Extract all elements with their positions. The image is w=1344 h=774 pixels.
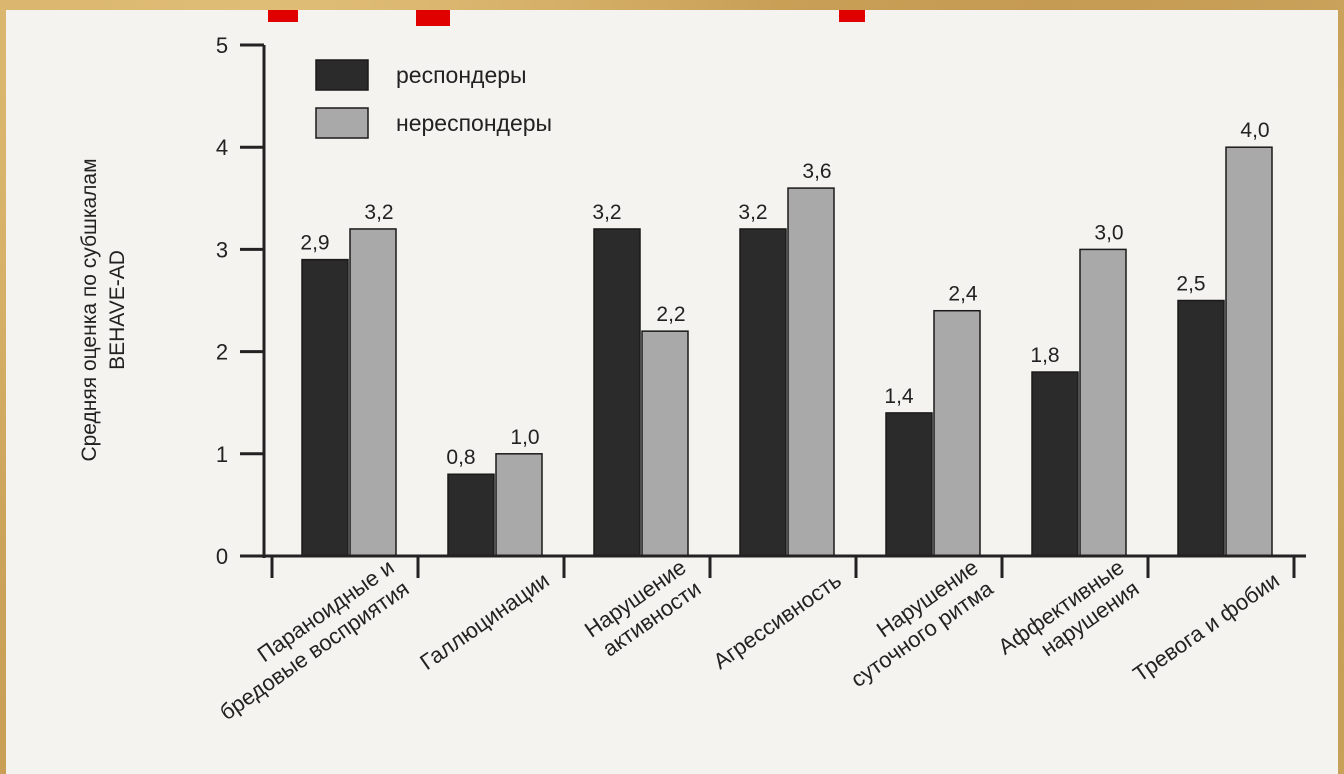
data-label: 0,8	[446, 446, 475, 469]
data-label: 3,6	[802, 160, 831, 183]
bar-nonresponders-1	[495, 453, 543, 557]
category-label: Аффективныенарушения	[993, 554, 1143, 680]
category-label-line: Агрессивность	[708, 567, 845, 674]
bar-responders-1	[447, 473, 495, 557]
bar-nonresponders-2	[641, 330, 689, 557]
bars-layer	[301, 146, 1273, 557]
data-label: 4,0	[1240, 119, 1269, 142]
bar-responders-5	[1031, 371, 1079, 557]
red-header-fragment	[839, 10, 865, 22]
data-label: 3,2	[364, 201, 393, 224]
data-label: 2,2	[656, 303, 685, 326]
bar-nonresponders-4	[933, 309, 981, 557]
y-tick-label: 4	[216, 135, 228, 160]
category-label: Тревога и фобии	[1128, 567, 1283, 686]
bar-responders-0	[301, 258, 349, 557]
data-label: 3,0	[1094, 221, 1123, 244]
data-label: 1,0	[510, 426, 539, 449]
data-label: 3,2	[738, 201, 767, 224]
category-label-line: Тревога и фобии	[1128, 567, 1283, 686]
bar-responders-6	[1177, 299, 1225, 557]
y-axis-title-line: BEHAVE-AD	[106, 250, 129, 370]
red-header-fragment	[416, 10, 450, 26]
bar-responders-3	[739, 228, 787, 557]
red-header-fragment	[268, 10, 298, 22]
data-labels-layer: 2,9 3,2 0,8 1,0 3,2 2,2 3,2 3,6 1,4 2,4 1,8 3,0 2,5 4…	[300, 119, 1269, 469]
y-tick-label: 1	[216, 442, 228, 467]
category-label-line: бредовые восприятия	[215, 576, 413, 725]
y-tick-label: 2	[216, 340, 228, 365]
category-labels-layer: Параноидные ибредовые восприятия Галлюцин…	[200, 554, 1284, 725]
bar-responders-4	[885, 412, 933, 557]
data-label: 3,2	[592, 201, 621, 224]
y-tick-label: 5	[216, 33, 228, 58]
bar-nonresponders-6	[1225, 146, 1273, 557]
bar-nonresponders-0	[349, 228, 397, 557]
y-axis-title: Средняя оценка по субшкалам BEHAVE-AD	[78, 158, 129, 461]
category-label: Нарушениеактивности	[580, 554, 706, 663]
data-label: 2,5	[1176, 273, 1205, 296]
legend: респондеры нереспондеры	[315, 59, 552, 139]
y-axis-title-text: Средняя оценка по субшкалам BEHAVE-AD	[78, 158, 129, 461]
bar-chart: 0 1 2 3 4 5 2,9 3,2 0,8 1,0 3,2 2,2 3,2 3,6 1,4 2,4 1,8…	[78, 33, 1306, 725]
y-tick-label: 0	[216, 544, 228, 569]
bar-nonresponders-3	[787, 187, 835, 557]
category-label: Галлюцинации	[415, 567, 553, 674]
data-label: 2,4	[948, 283, 978, 306]
chart-paper: 0 1 2 3 4 5 2,9 3,2 0,8 1,0 3,2 2,2 3,2 3,6 1,4 2,4 1,8…	[6, 10, 1338, 774]
legend-swatch	[315, 107, 369, 139]
data-label: 1,4	[884, 385, 914, 408]
category-label-line: Галлюцинации	[415, 567, 553, 674]
axes-layer: 0 1 2 3 4 5	[216, 33, 1306, 578]
legend-swatch	[315, 59, 369, 91]
data-label: 2,9	[300, 232, 329, 255]
category-label: Агрессивность	[708, 567, 845, 674]
y-axis-title-line: Средняя оценка по субшкалам	[78, 158, 101, 461]
bar-nonresponders-5	[1079, 248, 1127, 557]
y-tick-label: 3	[216, 237, 228, 262]
legend-label: респондеры	[396, 62, 527, 88]
legend-label: нереспондеры	[396, 110, 552, 136]
data-label: 1,8	[1030, 344, 1059, 367]
category-label: Параноидные ибредовые восприятия	[200, 554, 413, 725]
bar-responders-2	[593, 228, 641, 557]
